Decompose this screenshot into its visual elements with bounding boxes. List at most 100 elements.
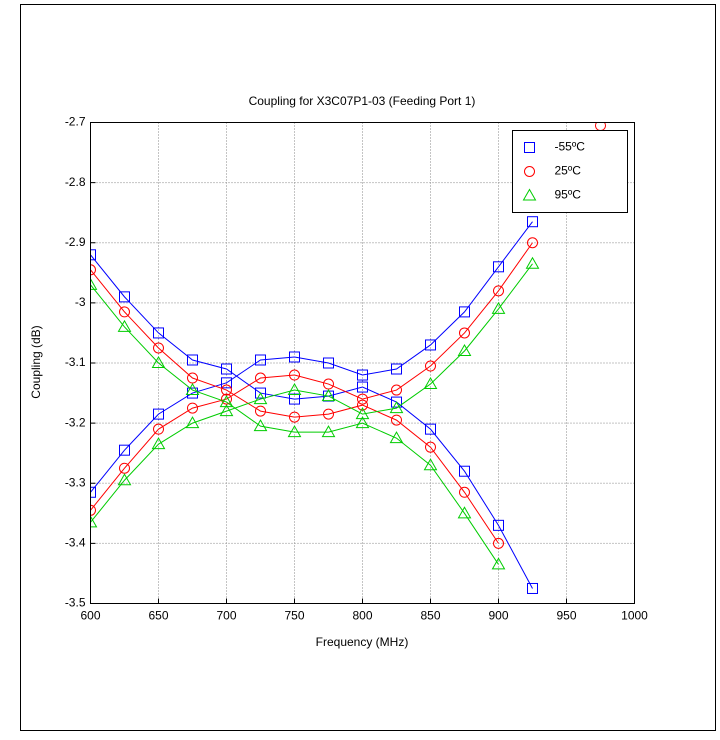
marker <box>287 383 302 396</box>
marker <box>119 306 130 318</box>
marker <box>221 363 232 375</box>
marker <box>187 372 198 384</box>
marker <box>357 399 368 411</box>
y-tick-label: -3.4 <box>65 536 86 550</box>
chart-title: Coupling for X3C07P1-03 (Feeding Port 1) <box>249 94 476 108</box>
legend-label: 95ºC <box>555 188 582 202</box>
legend: -55ºC 25ºC 95ºC <box>512 130 628 213</box>
marker <box>287 425 302 438</box>
legend-label: -55ºC <box>555 140 586 154</box>
x-tick-label: 650 <box>148 609 168 623</box>
marker <box>355 407 370 420</box>
legend-label: 25ºC <box>555 164 582 178</box>
marker <box>459 465 470 477</box>
marker <box>423 377 438 390</box>
marker <box>117 319 132 332</box>
marker <box>119 291 130 303</box>
marker <box>321 425 336 438</box>
marker <box>221 393 232 405</box>
y-tick-label: -2.9 <box>65 235 86 249</box>
x-tick-label: 750 <box>284 609 304 623</box>
series-line <box>90 269 499 544</box>
x-tick-label: 950 <box>556 609 576 623</box>
marker <box>185 416 200 429</box>
marker <box>525 256 540 269</box>
marker <box>289 351 300 363</box>
plot <box>90 122 606 594</box>
marker <box>153 408 164 420</box>
marker <box>493 519 504 531</box>
marker <box>391 396 402 408</box>
marker <box>425 441 436 453</box>
marker <box>187 354 198 366</box>
marker <box>527 216 538 228</box>
marker <box>151 437 166 450</box>
marker <box>119 444 130 456</box>
marker <box>423 458 438 471</box>
x-tick-label: 900 <box>488 609 508 623</box>
x-tick-label: 700 <box>216 609 236 623</box>
marker <box>153 423 164 435</box>
marker <box>425 423 436 435</box>
marker <box>391 363 402 375</box>
marker <box>153 342 164 354</box>
marker <box>527 237 538 249</box>
marker <box>255 405 266 417</box>
marker <box>221 384 232 396</box>
marker <box>253 392 268 405</box>
marker <box>389 431 404 444</box>
marker <box>527 582 538 594</box>
marker <box>119 462 130 474</box>
ticks: 600 650 700 750 800 850 900 950 1000 -3.5 -3.4 -3.3… <box>65 115 648 623</box>
y-axis-label: Coupling (dB) <box>29 325 43 398</box>
marker <box>389 401 404 414</box>
marker <box>457 343 472 356</box>
marker <box>321 389 336 402</box>
marker <box>289 411 300 423</box>
y-tick-label: -3.1 <box>65 355 86 369</box>
marker <box>459 327 470 339</box>
marker <box>289 369 300 381</box>
marker <box>524 142 535 153</box>
y-tick-label: -3.5 <box>65 596 86 610</box>
marker <box>522 188 537 201</box>
marker <box>219 395 234 408</box>
marker <box>185 383 200 396</box>
marker <box>255 372 266 384</box>
marker <box>493 537 504 549</box>
x-tick-label: 800 <box>352 609 372 623</box>
series-line <box>90 263 533 523</box>
marker <box>493 261 504 273</box>
marker <box>255 354 266 366</box>
marker <box>493 285 504 297</box>
marker <box>491 557 506 570</box>
marker <box>459 306 470 318</box>
marker <box>117 473 132 486</box>
marker <box>491 301 506 314</box>
marker <box>221 377 232 389</box>
y-tick-label: -2.7 <box>65 115 86 129</box>
marker <box>357 369 368 381</box>
marker <box>357 393 368 405</box>
marker <box>323 408 334 420</box>
marker <box>355 416 370 429</box>
marker <box>457 506 472 519</box>
marker <box>323 357 334 369</box>
marker <box>323 378 334 390</box>
marker <box>357 381 368 393</box>
marker <box>153 327 164 339</box>
marker <box>425 360 436 372</box>
series-line <box>90 254 533 589</box>
x-tick-label: 1000 <box>621 609 648 623</box>
marker <box>391 384 402 396</box>
legend-box <box>512 130 628 213</box>
y-tick-label: -2.8 <box>65 175 86 189</box>
marker <box>524 166 535 177</box>
marker <box>151 355 166 368</box>
y-tick-label: -3.2 <box>65 415 86 429</box>
x-tick-label: 850 <box>420 609 440 623</box>
y-tick-label: -3 <box>75 295 86 309</box>
marker <box>253 419 268 432</box>
marker <box>187 402 198 414</box>
